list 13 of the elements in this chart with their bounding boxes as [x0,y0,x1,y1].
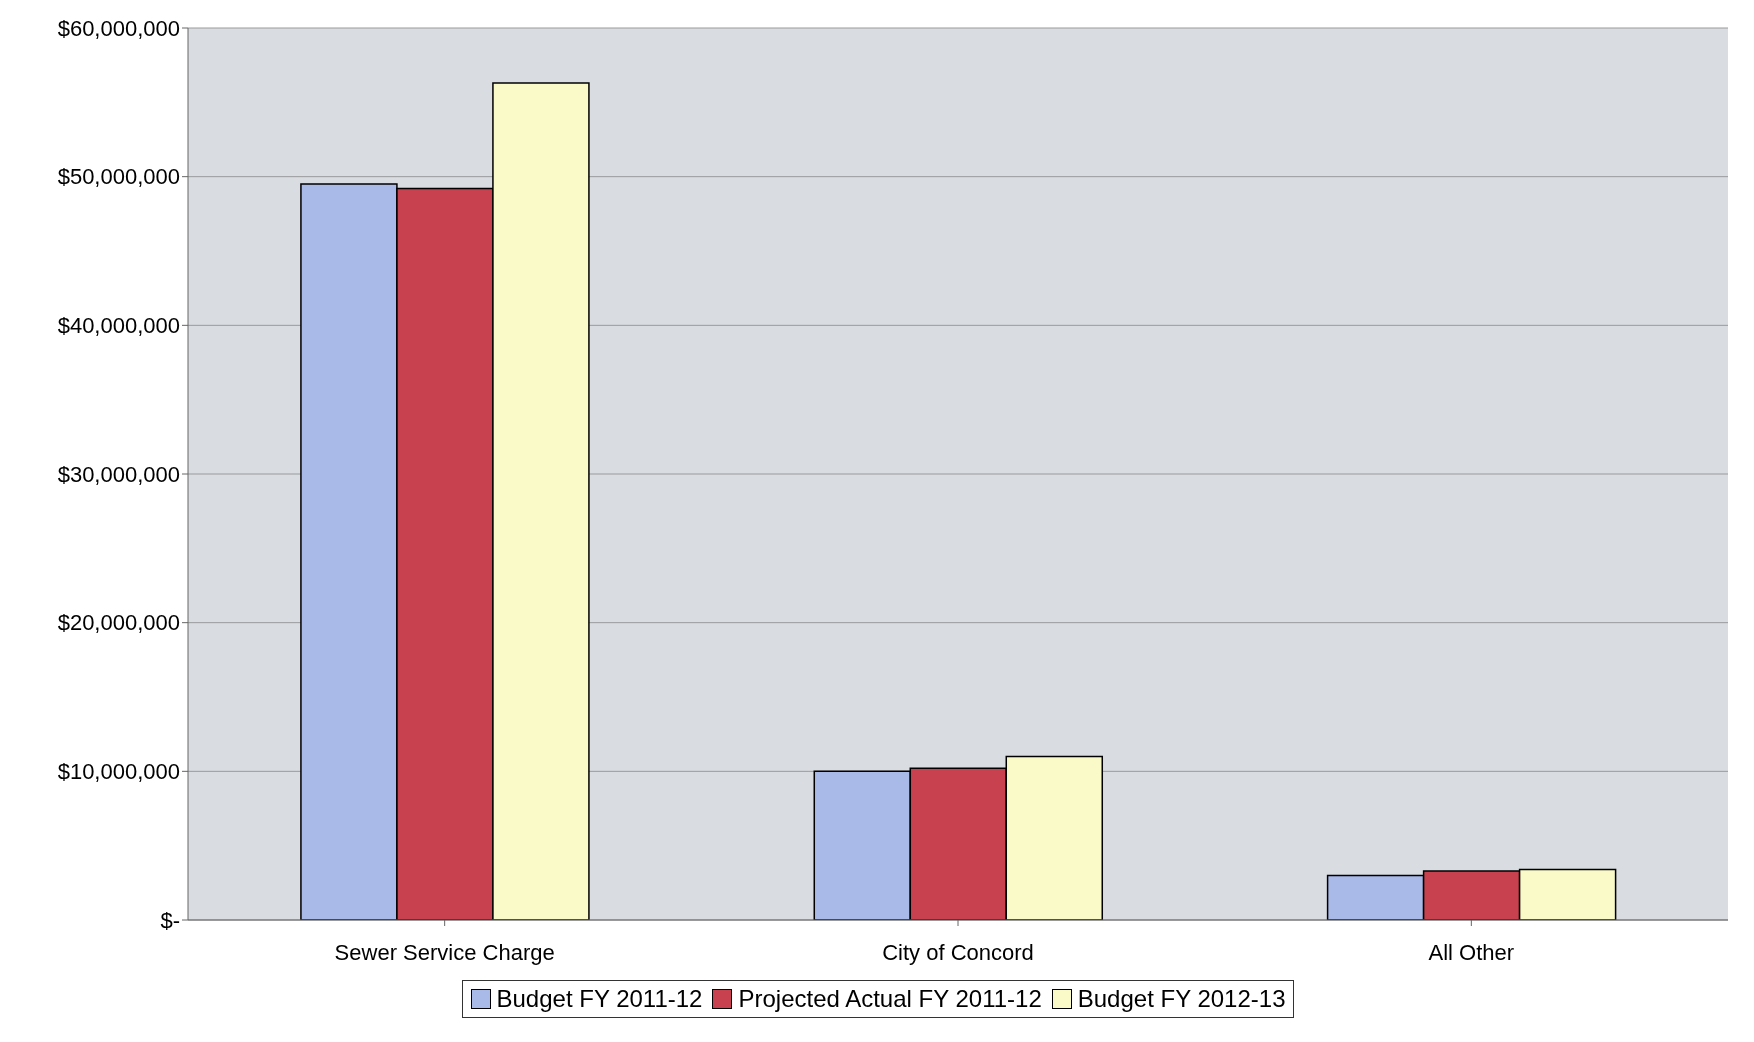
legend-label: Projected Actual FY 2011-12 [737,985,1042,1013]
y-tick-label: $60,000,000 [57,15,180,41]
x-tick-label: Sewer Service Charge [334,939,555,965]
y-tick-label: $- [160,907,180,933]
y-tick-label: $40,000,000 [57,313,180,339]
x-tick-label: City of Concord [882,939,1034,965]
y-tick-label: $30,000,000 [57,461,180,487]
y-tick-label: $10,000,000 [57,759,180,785]
legend-label: Budget FY 2012-13 [1076,985,1286,1013]
legend-label: Budget FY 2011-12 [495,985,703,1013]
x-tick-label: All Other [1428,939,1515,965]
y-tick-label: $50,000,000 [57,164,180,190]
y-tick-label: $20,000,000 [57,610,180,636]
